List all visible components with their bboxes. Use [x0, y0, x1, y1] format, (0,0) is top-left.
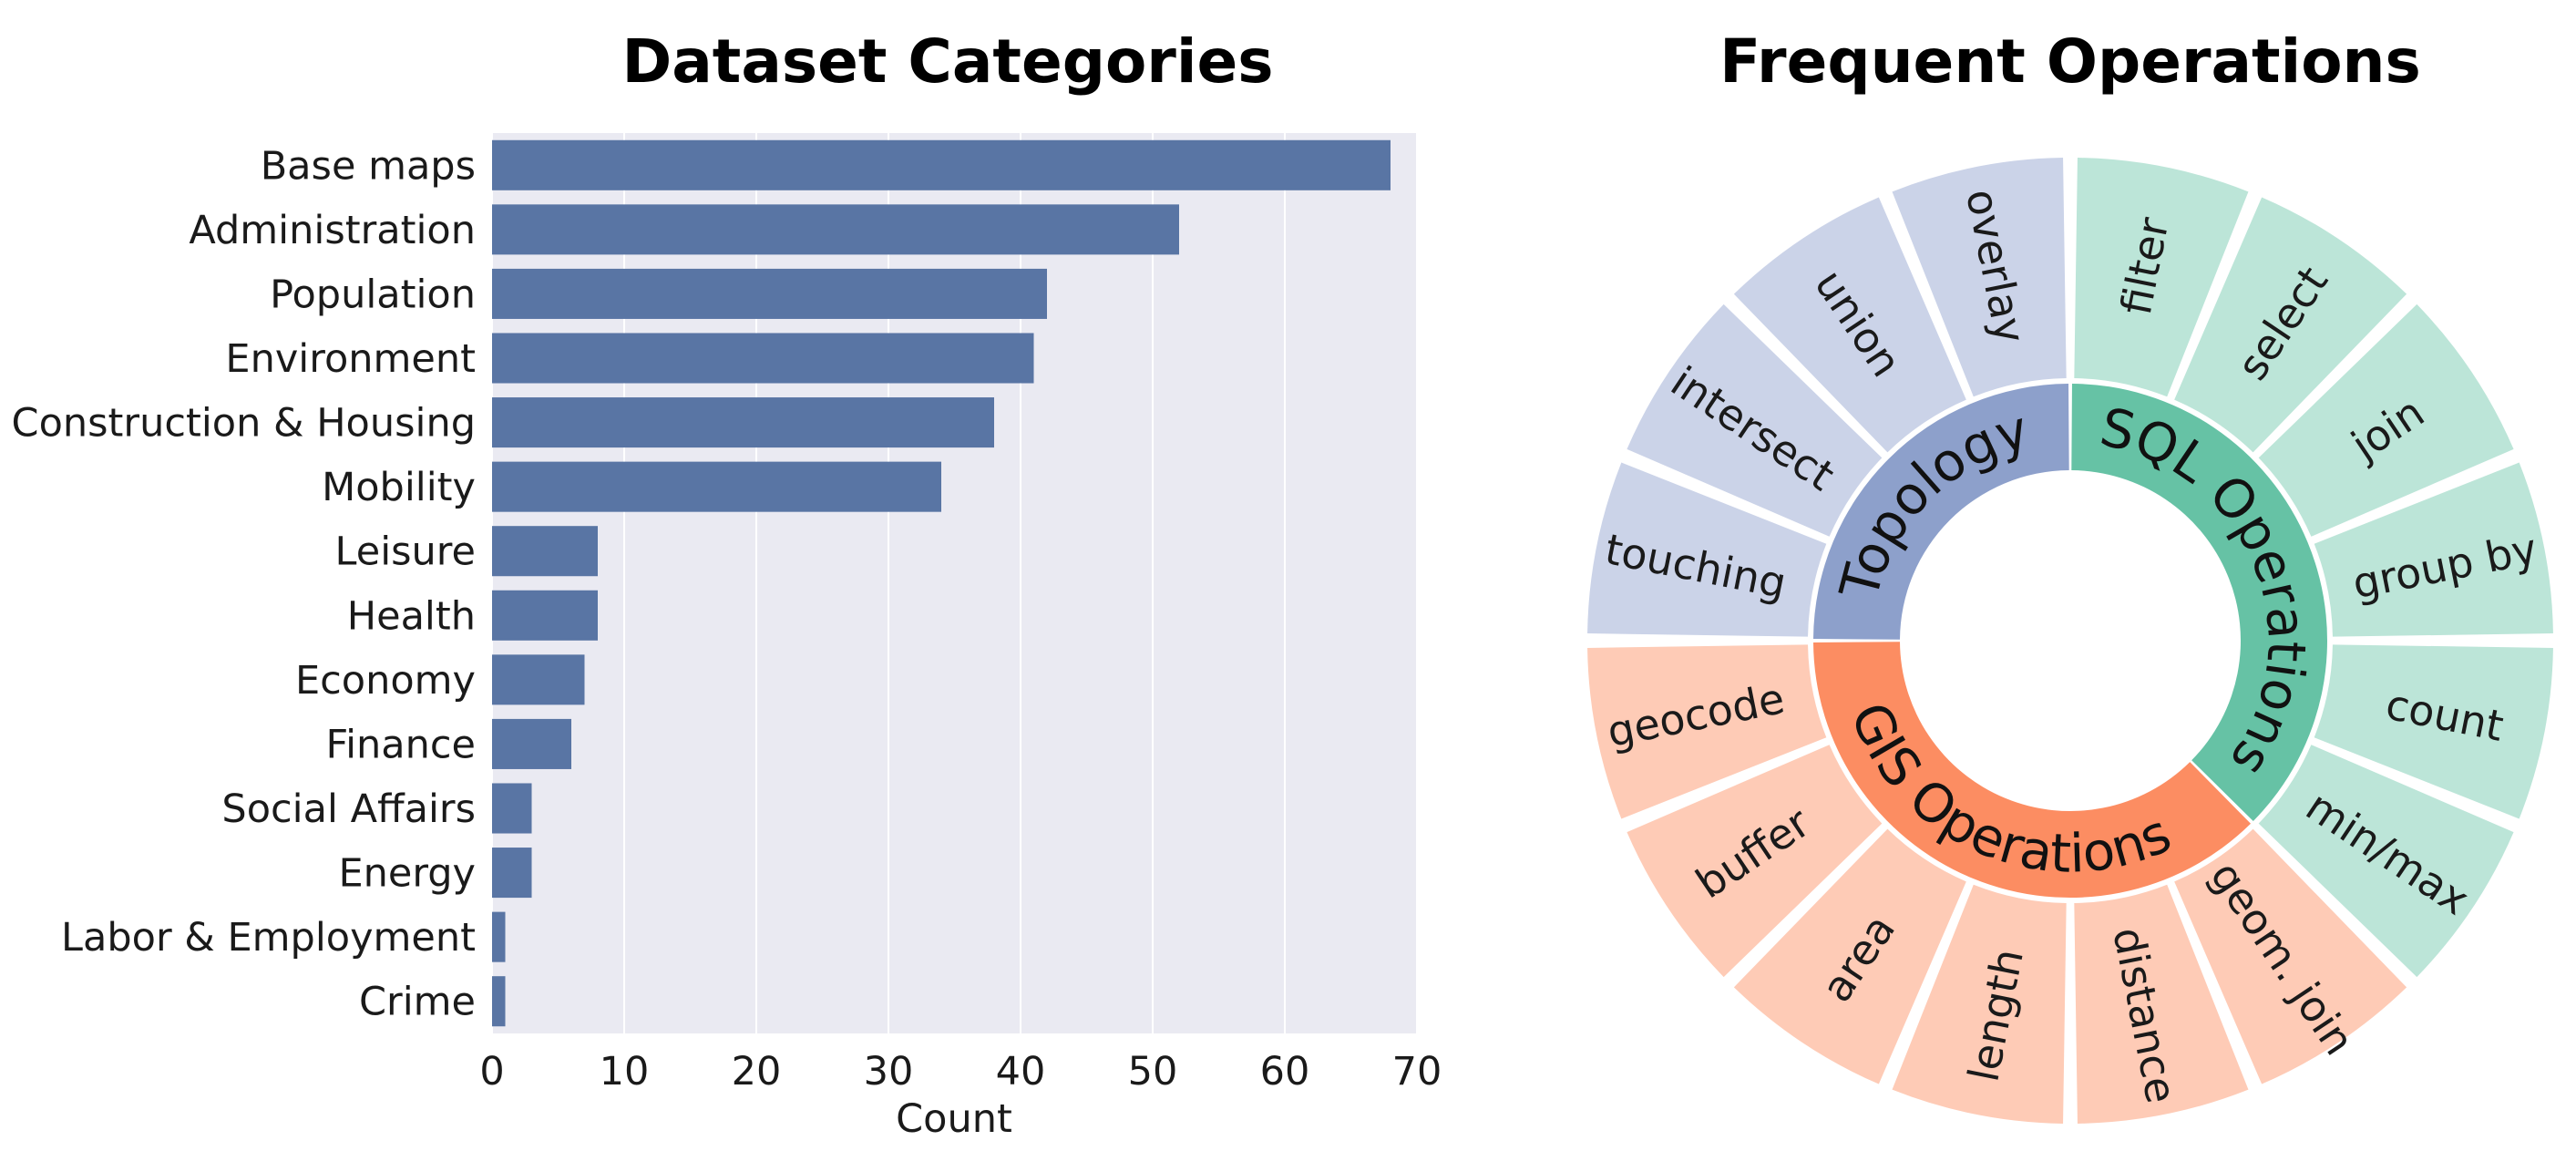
outer-segment-count	[2314, 644, 2553, 819]
category-label: Administration	[189, 208, 476, 253]
bar-mobility	[492, 461, 941, 512]
category-label: Leisure	[335, 529, 476, 575]
category-labels: Base maps Administration Population Environ…	[12, 143, 476, 1024]
bar-labor-employment	[492, 911, 506, 962]
category-label: Crime	[359, 980, 476, 1025]
bar-chart-title: Dataset Categories	[621, 26, 1273, 97]
category-label: Construction & Housing	[12, 401, 476, 447]
outer-segment-buffer	[1627, 745, 1883, 978]
outer-segment-length	[1892, 884, 2067, 1124]
x-axis-label: Count	[896, 1096, 1012, 1142]
category-label: Environment	[225, 336, 476, 382]
x-tick-labels: 0 10 20 30 40 50 60 70	[479, 1049, 1442, 1094]
x-tick-label: 20	[732, 1049, 782, 1094]
category-label: Labor & Employment	[61, 915, 476, 961]
bar-economy	[492, 654, 585, 705]
outer-segment-geocode	[1587, 644, 1827, 819]
x-tick-label: 30	[864, 1049, 914, 1094]
x-tick-label: 0	[479, 1049, 504, 1094]
outer-segment-intersect	[1627, 303, 1883, 537]
category-label: Energy	[338, 851, 476, 897]
sunburst-chart-title: Frequent Operations	[1719, 26, 2421, 97]
category-label: Finance	[325, 722, 476, 767]
x-tick-label: 60	[1260, 1049, 1310, 1094]
outer-segment-group-by	[2314, 462, 2553, 637]
bar-energy	[492, 848, 532, 899]
category-label: Mobility	[322, 465, 476, 510]
bar-crime	[492, 976, 506, 1027]
bar-health	[492, 590, 598, 641]
category-label: Base maps	[261, 143, 476, 189]
bar-environment	[492, 333, 1034, 384]
bar-base-maps	[492, 139, 1391, 190]
inner-segment-sql-operations	[2071, 384, 2328, 822]
bar-population	[492, 268, 1047, 319]
bar-social-affairs	[492, 783, 532, 834]
outer-segment-select	[2174, 197, 2407, 453]
category-label: Population	[270, 272, 476, 317]
outer-segment-touching	[1587, 462, 1827, 637]
x-tick-label: 50	[1128, 1049, 1178, 1094]
outer-segment-join	[2258, 303, 2514, 537]
outer-segment-overlay	[1892, 158, 2067, 397]
inner-segment-gis-operations	[1813, 642, 2252, 898]
outer-segment-distance	[2074, 884, 2249, 1124]
category-label: Economy	[295, 658, 476, 704]
x-tick-label: 10	[600, 1049, 650, 1094]
category-label: Social Affairs	[221, 786, 476, 832]
outer-segment-min-max	[2258, 745, 2514, 978]
outer-segment-filter	[2074, 158, 2249, 397]
category-label: Health	[347, 593, 476, 639]
bar-administration	[492, 204, 1179, 255]
sunburst-chart: Frequent Operations filter selectjoingrou…	[1587, 26, 2553, 1124]
bar-chart: Dataset Categories Base maps Administrati…	[12, 26, 1442, 1142]
outer-segment-geom-join	[2174, 828, 2407, 1084]
x-tick-label: 70	[1392, 1049, 1442, 1094]
outer-segment-union	[1733, 197, 1966, 453]
bar-leisure	[492, 526, 598, 577]
bar-plot-area	[492, 133, 1417, 1033]
bar-finance	[492, 718, 571, 769]
bar-construction-housing	[492, 397, 994, 448]
inner-segment-topology	[1813, 384, 2069, 640]
x-tick-label: 40	[996, 1049, 1046, 1094]
outer-segment-area	[1733, 828, 1966, 1084]
bar-marks	[492, 139, 1391, 1027]
